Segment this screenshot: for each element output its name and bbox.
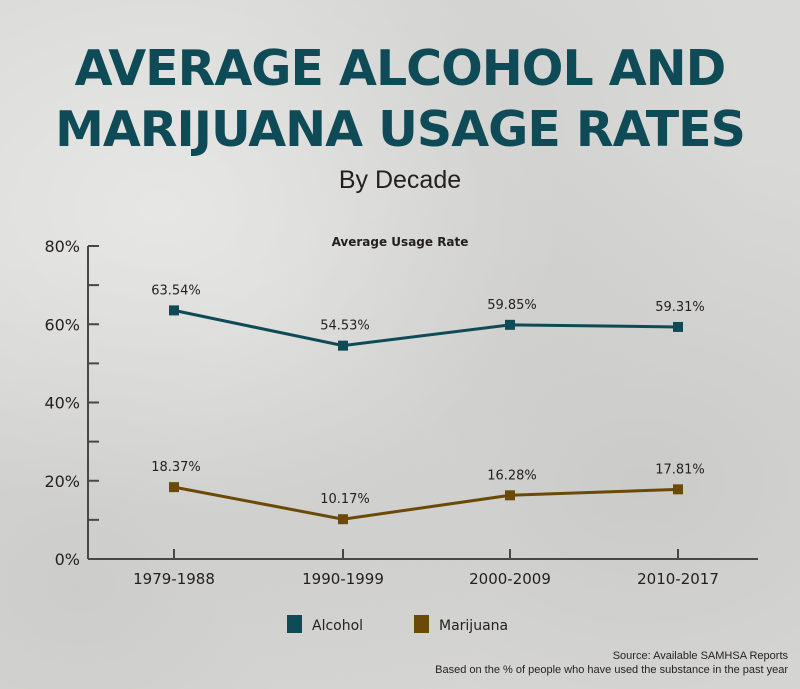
alcohol-data-label: 54.53%: [320, 319, 370, 334]
x-tick-label: 2010-2017: [637, 570, 719, 588]
alcohol-data-label: 63.54%: [151, 283, 201, 298]
source-note: Source: Available SAMHSA Reports: [612, 650, 788, 662]
marijuana-point: [338, 514, 348, 525]
chart-title: Average Usage Rate: [332, 235, 469, 249]
marijuana-point: [169, 482, 179, 493]
marijuana-data-label: 17.81%: [655, 462, 705, 477]
methodology-note: Based on the % of people who have used t…: [435, 664, 788, 676]
marijuana-line: [173, 485, 679, 521]
y-tick-label: 60%: [44, 315, 80, 334]
marijuana-data-label: 18.37%: [151, 460, 201, 475]
alcohol-data-label: 59.31%: [655, 300, 705, 315]
alcohol-point: [505, 319, 515, 330]
title-line-1: AVERAGE ALCOHOL AND: [74, 40, 727, 97]
subtitle: By Decade: [338, 166, 462, 194]
alcohol-line: [173, 308, 679, 348]
alcohol-point: [338, 340, 348, 351]
y-tick-label: 0%: [55, 550, 80, 569]
x-tick-label: 1990-1999: [302, 570, 384, 588]
alcohol-legend-swatch: [287, 615, 302, 633]
marijuana-point: [673, 484, 683, 495]
alcohol-data-label: 59.85%: [487, 298, 537, 313]
marijuana-legend-label: Marijuana: [439, 618, 508, 634]
title-line-2: MARIJUANA USAGE RATES: [55, 101, 746, 158]
marijuana-data-label: 10.17%: [320, 492, 370, 507]
marijuana-legend-swatch: [414, 615, 429, 633]
marijuana-point: [505, 490, 515, 501]
y-tick-label: 40%: [44, 394, 80, 413]
y-tick-label: 80%: [44, 237, 80, 256]
alcohol-point: [673, 321, 683, 332]
marijuana-data-label: 16.28%: [487, 468, 537, 483]
alcohol-point: [169, 305, 179, 316]
y-tick-label: 20%: [44, 472, 80, 491]
x-tick-label: 1979-1988: [133, 570, 215, 588]
x-tick-label: 2000-2009: [469, 570, 551, 588]
alcohol-legend-label: Alcohol: [312, 618, 363, 634]
